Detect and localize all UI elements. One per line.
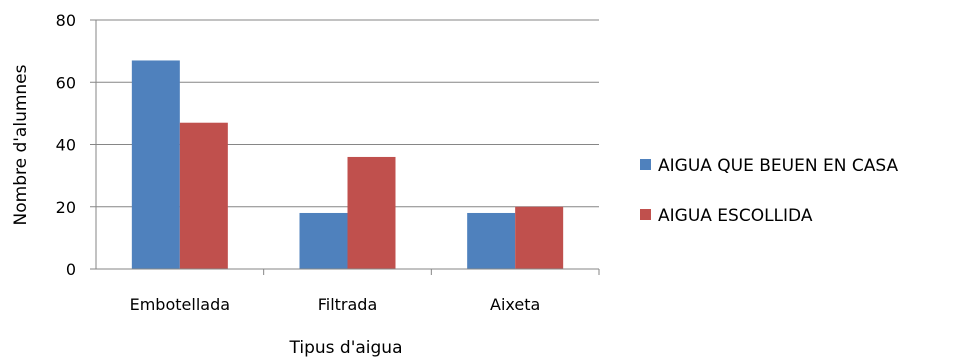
y-tick-label: 40 [56, 136, 76, 155]
bar-embotellada-series-1 [131, 60, 180, 270]
x-axis-title: Tipus d'aigua [289, 338, 403, 358]
y-axis-title: Nombre d'alumnes [11, 64, 31, 225]
legend: AIGUA QUE BEUEN EN CASA AIGUA ESCOLLIDA [640, 156, 898, 226]
bar-filtrada-series-1 [299, 212, 348, 269]
y-tick-label: 0 [66, 260, 76, 279]
y-tick-labels: 0 20 40 60 80 [56, 11, 76, 279]
legend-swatch [640, 209, 651, 220]
x-tick-label: Aixeta [490, 295, 540, 314]
y-tick-label: 60 [56, 73, 76, 92]
x-tick-labels: Embotellada Filtrada Aixeta [130, 295, 541, 314]
x-tick-label: Filtrada [318, 295, 378, 314]
bar-aixeta-series-1 [467, 212, 516, 269]
legend-label: AIGUA ESCOLLIDA [658, 206, 813, 226]
bar-filtrada-series-2 [347, 156, 396, 269]
axes [90, 19, 600, 275]
x-tick-label: Embotellada [130, 295, 230, 314]
legend-label: AIGUA QUE BEUEN EN CASA [658, 156, 898, 176]
bar-aixeta-series-2 [515, 206, 564, 269]
bars [131, 60, 564, 270]
y-tick-label: 80 [56, 11, 76, 30]
y-tick-label: 20 [56, 198, 76, 217]
bar-embotellada-series-2 [179, 122, 228, 270]
legend-swatch [640, 159, 651, 170]
